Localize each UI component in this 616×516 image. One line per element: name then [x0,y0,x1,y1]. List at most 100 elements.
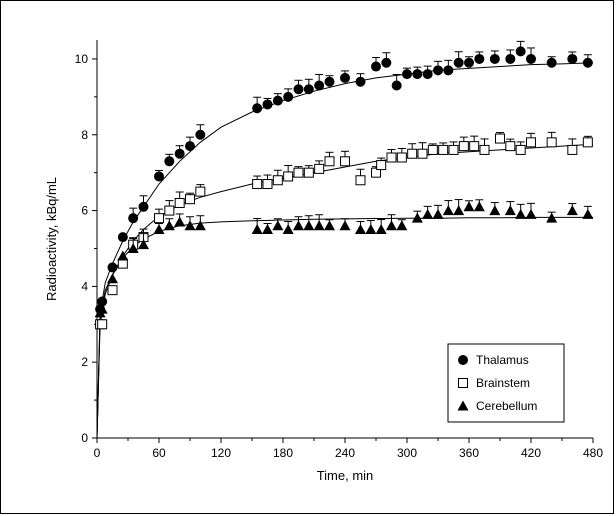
point-cerebellum [324,220,335,231]
point-cerebellum [262,224,273,235]
point-cerebellum [422,208,434,219]
point-thalamus [303,84,314,95]
point-brainstem [515,144,526,155]
y-tick-label: 2 [81,355,88,369]
x-tick-label: 180 [273,446,293,460]
point-brainstem [154,213,164,224]
point-thalamus [314,80,325,91]
x-axis-label: Time, min [317,468,374,483]
point-cerebellum [396,220,408,231]
point-cerebellum [107,273,118,284]
point-thalamus [128,213,139,224]
point-brainstem [107,285,118,296]
point-thalamus [567,53,578,64]
point-cerebellum [411,212,423,223]
point-cerebellum [117,250,129,261]
point-thalamus [489,53,500,64]
point-cerebellum [453,205,465,216]
point-thalamus [107,262,118,273]
point-brainstem [567,144,578,155]
point-thalamus [402,69,412,80]
legend-item-cerebellum: Cerebellum [457,399,537,413]
legend: Thalamus Brainstem Cerebellum [447,343,565,423]
point-brainstem [495,133,505,144]
point-thalamus [422,69,433,80]
legend-label-brainstem: Brainstem [476,376,530,390]
legend-marker-brainstem [458,378,468,388]
point-thalamus [371,61,381,72]
point-thalamus [453,57,464,68]
point-thalamus [262,99,273,110]
point-brainstem [582,137,593,148]
point-thalamus [272,95,283,106]
point-brainstem [479,144,490,155]
point-cerebellum [313,220,325,231]
point-brainstem [526,137,536,148]
point-thalamus [546,57,557,68]
point-cerebellum [163,220,175,231]
point-cerebellum [282,224,294,235]
x-tick-label: 360 [459,446,479,460]
y-tick-label: 4 [81,279,88,293]
point-cerebellum [504,205,516,216]
point-cerebellum [375,224,387,235]
point-brainstem [469,141,480,152]
point-cerebellum [365,224,377,235]
point-brainstem [164,205,175,216]
point-thalamus [443,65,454,76]
point-thalamus [174,148,185,159]
y-axis-label: Radioactivity, kBq/mL [44,177,59,301]
point-cerebellum [293,220,304,231]
point-thalamus [340,72,350,83]
point-cerebellum [194,220,206,231]
point-thalamus [164,156,175,167]
point-thalamus [293,84,304,95]
point-thalamus [355,76,366,87]
point-thalamus [154,171,164,182]
point-thalamus [515,46,526,57]
point-cerebellum [442,205,454,216]
point-cerebellum [582,208,594,219]
point-brainstem [283,171,294,182]
y-tick-label: 0 [81,431,88,445]
x-tick-label: 300 [397,446,417,460]
point-thalamus [505,53,516,64]
point-brainstem [458,141,469,152]
point-brainstem [427,144,438,155]
point-cerebellum [386,220,397,231]
point-cerebellum [174,216,186,227]
point-brainstem [417,148,428,159]
x-tick-label: 420 [521,446,541,460]
point-brainstem [376,160,387,171]
point-brainstem [355,175,366,186]
point-brainstem [438,144,449,155]
point-cerebellum [153,224,165,235]
y-tick-label: 10 [75,52,89,66]
point-cerebellum [184,220,196,231]
point-brainstem [386,152,397,163]
point-thalamus [252,103,263,114]
legend-item-brainstem: Brainstem [458,376,530,390]
point-cerebellum [473,201,485,212]
point-brainstem [252,179,263,190]
point-brainstem [303,167,314,178]
point-brainstem [396,152,407,163]
point-thalamus [381,57,392,68]
point-cerebellum [272,220,284,231]
point-cerebellum [138,239,149,250]
point-thalamus [195,129,206,140]
legend-marker-thalamus [458,355,468,365]
legend-marker-cerebellum [457,400,469,411]
point-brainstem [324,156,335,167]
point-cerebellum [463,201,475,212]
x-tick-label: 240 [335,446,355,460]
point-thalamus [185,141,195,152]
point-thalamus [464,57,474,68]
x-tick-label: 480 [583,446,603,460]
fit-curve-thalamus [96,62,594,439]
axes: 0 60 120 180 240 300 360 420 480 0 2 4 6 8 10 [75,40,603,460]
point-brainstem [185,194,195,205]
point-brainstem [371,167,381,178]
